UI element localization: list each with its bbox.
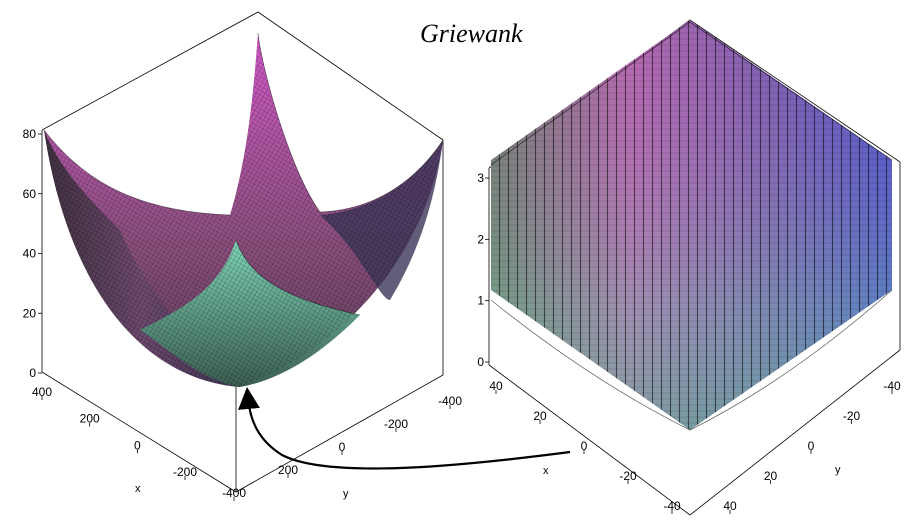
right-y-tick-label: 40 (723, 499, 737, 513)
left-x-tick-label: 400 (32, 385, 52, 399)
left-z-tick-label: 20 (23, 306, 37, 320)
right-surface (491, 20, 892, 430)
left-x-tick-label: 0 (134, 438, 141, 452)
right-x-tick-label: -20 (619, 469, 637, 483)
right-z-tick-label: 3 (477, 171, 484, 185)
right-y-axis-label: y (835, 464, 841, 476)
right-x-tick-label: 40 (489, 379, 503, 393)
right-z-axis-ticks: 0 1 2 3 (477, 171, 489, 369)
left-z-tick-label: 40 (23, 247, 37, 261)
right-z-tick-label: 0 (477, 355, 484, 369)
left-z-tick-label: 60 (23, 187, 37, 201)
right-z-tick-label: 2 (477, 232, 484, 246)
left-z-tick-label: 80 (23, 127, 37, 141)
left-bounding-box (41, 11, 444, 493)
right-y-tick-label: -20 (843, 409, 861, 423)
chart-title: Griewank (420, 19, 523, 48)
left-y-tick-label: -400 (438, 394, 462, 408)
left-z-axis-ticks: 0 20 40 60 80 (23, 127, 42, 380)
left-y-axis-ticks: -400 -200 0 200 -400 (222, 394, 462, 501)
right-x-axis-ticks: 40 20 0 -20 -40 (489, 379, 681, 514)
left-y-tick-label: 0 (339, 440, 346, 454)
left-x-tick-label: 200 (80, 412, 100, 426)
left-x-axis-label: x (135, 483, 141, 495)
right-x-tick-label: 0 (581, 439, 588, 453)
right-z-tick-label: 1 (477, 294, 484, 308)
left-surface-outline (43, 32, 444, 316)
left-surface (43, 32, 444, 387)
right-x-tick-label: -40 (663, 499, 681, 513)
left-x-tick-label: -200 (173, 465, 197, 479)
left-x-axis-ticks: 400 200 0 -200 (32, 385, 197, 480)
panel-zoomed: 0 1 2 3 40 20 0 -20 -40 -40 -20 0 20 40 x y (477, 19, 901, 516)
right-x-axis-label: x (543, 465, 549, 477)
right-y-axis-ticks: -40 -20 0 20 40 (723, 379, 901, 514)
right-y-tick-label: -40 (883, 379, 901, 393)
right-y-tick-label: 20 (764, 469, 778, 483)
left-y-tick-label: -400 (222, 486, 246, 500)
left-y-tick-label: -200 (384, 417, 408, 431)
left-surface-mesh (44, 33, 443, 387)
annotation-arrow (238, 387, 571, 470)
left-y-tick-label: 200 (278, 463, 298, 477)
right-x-tick-label: 20 (533, 409, 547, 423)
left-z-tick-label: 0 (29, 366, 36, 380)
right-surface-outline (490, 21, 893, 431)
left-y-axis-label: y (343, 488, 349, 500)
right-y-tick-label: 0 (808, 439, 815, 453)
panel-full-domain: 0 20 40 60 80 400 200 0 -200 -400 -200 0 200 -400 x… (23, 11, 462, 501)
